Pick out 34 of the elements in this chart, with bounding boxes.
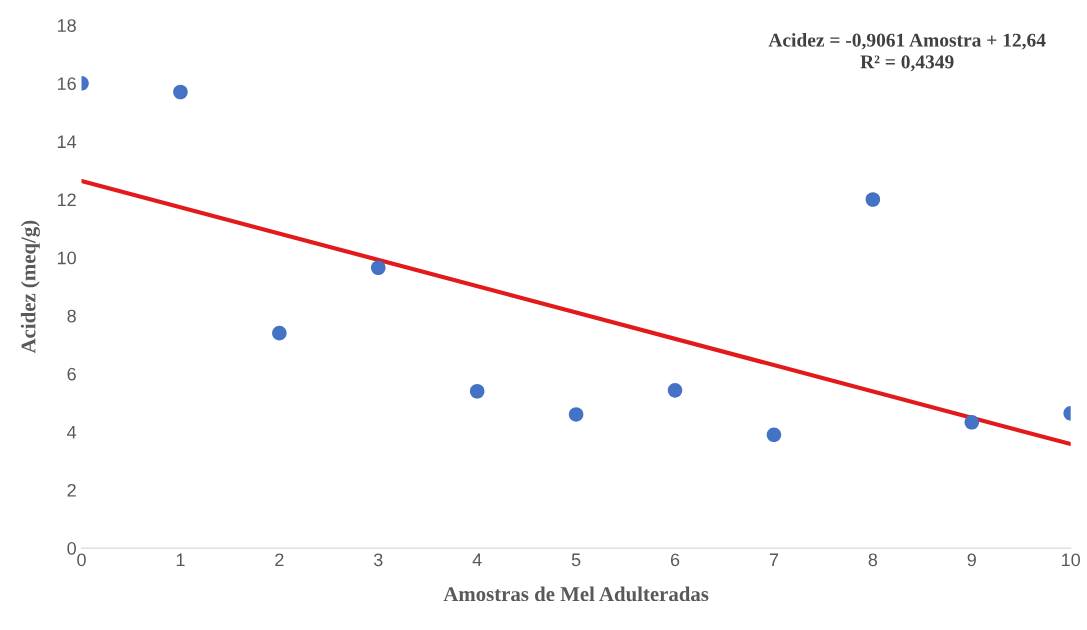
x-tick-label: 3: [373, 553, 383, 567]
point: [469, 383, 485, 399]
y-tick-label: 2: [67, 483, 76, 497]
point: [766, 427, 782, 443]
x-tick-label: 0: [77, 553, 86, 567]
x-tick-label: 8: [868, 553, 878, 567]
annotation: R² = 0,4349: [860, 55, 954, 72]
x-tick-label: 1: [176, 553, 185, 567]
y-tick-label: 16: [57, 77, 76, 91]
y-tick-label: 6: [67, 367, 76, 381]
x-tick-label: 9: [967, 553, 976, 567]
point: [568, 407, 584, 422]
point: [865, 192, 881, 207]
x-tick-label: 7: [769, 553, 779, 567]
y-tick-label: 14: [57, 135, 77, 148]
y-tick-label: 4: [67, 426, 77, 439]
y-tick-label: 18: [57, 19, 76, 32]
y-tick-label: 8: [67, 309, 76, 323]
y-axis-title: Acidez (meq/g): [20, 220, 40, 354]
x-tick-label: 4: [472, 553, 482, 567]
x-tick-label: 2: [275, 553, 284, 567]
point: [667, 383, 683, 398]
x-tick-label: 6: [670, 553, 680, 567]
x-axis-title: Amostras de Mel Adulteradas: [443, 586, 709, 602]
point: [964, 415, 980, 430]
y-tick-label: 0: [67, 542, 76, 555]
y-tick-label: 10: [57, 251, 76, 265]
x-tick-label: 5: [571, 553, 581, 567]
y-tick-label: 12: [57, 193, 76, 207]
annotation: Acidez = -0,9061 Amostra + 12,64: [768, 33, 1046, 50]
point: [370, 260, 386, 276]
x-tick-label: 10: [1062, 553, 1081, 567]
point: [272, 325, 287, 341]
point: [173, 84, 188, 100]
